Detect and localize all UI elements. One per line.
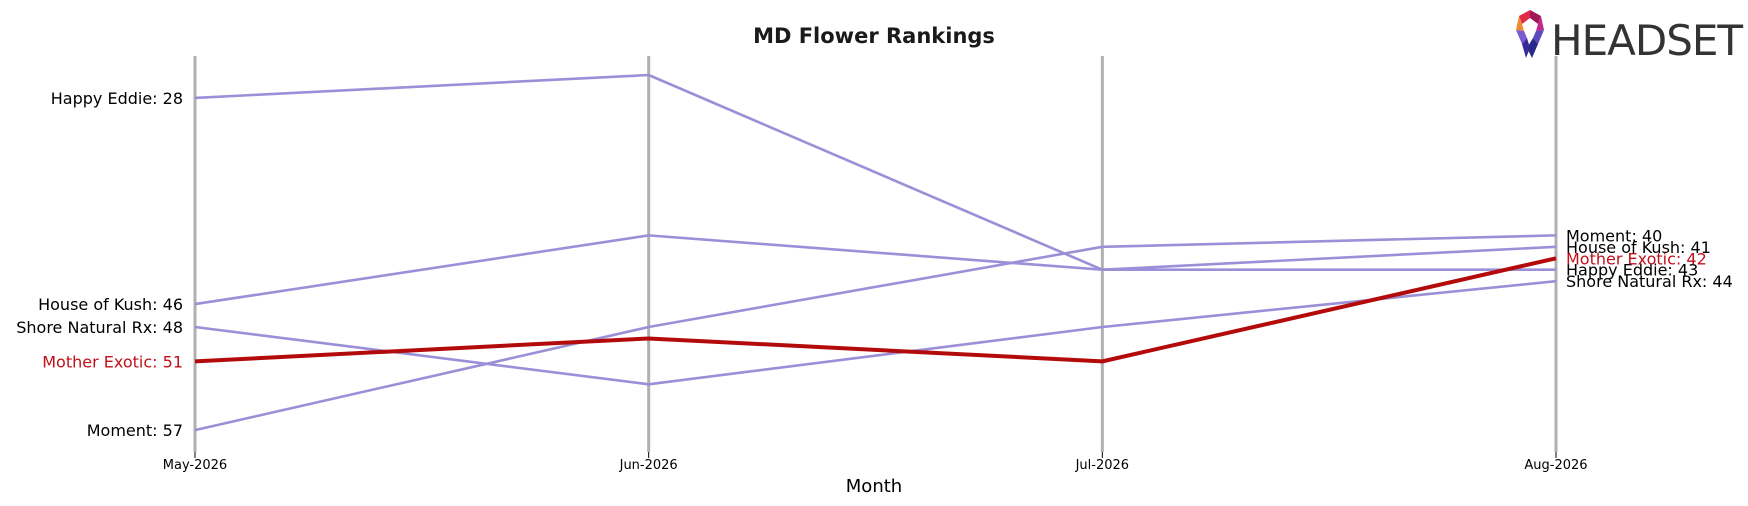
x-tick-label: Jul-2026: [1075, 458, 1129, 473]
series-labels: Happy Eddie: 28 Happy Eddie: 43 House of K…: [16, 89, 1733, 440]
series-end-label: House of Kush: 41: [1566, 238, 1711, 257]
x-tick-label: Jun-2026: [619, 458, 678, 473]
headset-logo-mark: [1516, 10, 1544, 58]
x-tick-label: Aug-2026: [1524, 458, 1587, 473]
series-start-label: Happy Eddie: 28: [51, 89, 183, 108]
series-end-label: Moment: 40: [1566, 226, 1662, 245]
grid-lines: [193, 56, 1558, 452]
series-end-label: Happy Eddie: 43: [1566, 261, 1698, 280]
series-line: [194, 279, 1557, 386]
series-lines: [194, 73, 1557, 432]
x-tick-label: May-2026: [163, 458, 227, 473]
series-line: [194, 256, 1557, 364]
x-axis-ticks: May-2026 Jun-2026 Jul-2026 Aug-2026: [163, 452, 1588, 473]
headset-logo-text: HEADSET: [1551, 16, 1743, 65]
series-start-label: Shore Natural Rx: 48: [16, 318, 183, 337]
series-start-label: House of Kush: 46: [38, 295, 183, 314]
series-start-label: Mother Exotic: 51: [42, 352, 183, 371]
series-line: [194, 73, 1556, 272]
series-line: [194, 234, 1557, 432]
series-start-label: Moment: 57: [87, 421, 183, 440]
series-line: [194, 234, 1557, 306]
chart-title: MD Flower Rankings: [753, 24, 995, 48]
series-end-label: Mother Exotic: 42: [1566, 249, 1707, 268]
x-axis-label: Month: [846, 476, 902, 497]
headset-logo: HEADSET: [1516, 10, 1744, 65]
series-end-label: Shore Natural Rx: 44: [1566, 272, 1733, 291]
